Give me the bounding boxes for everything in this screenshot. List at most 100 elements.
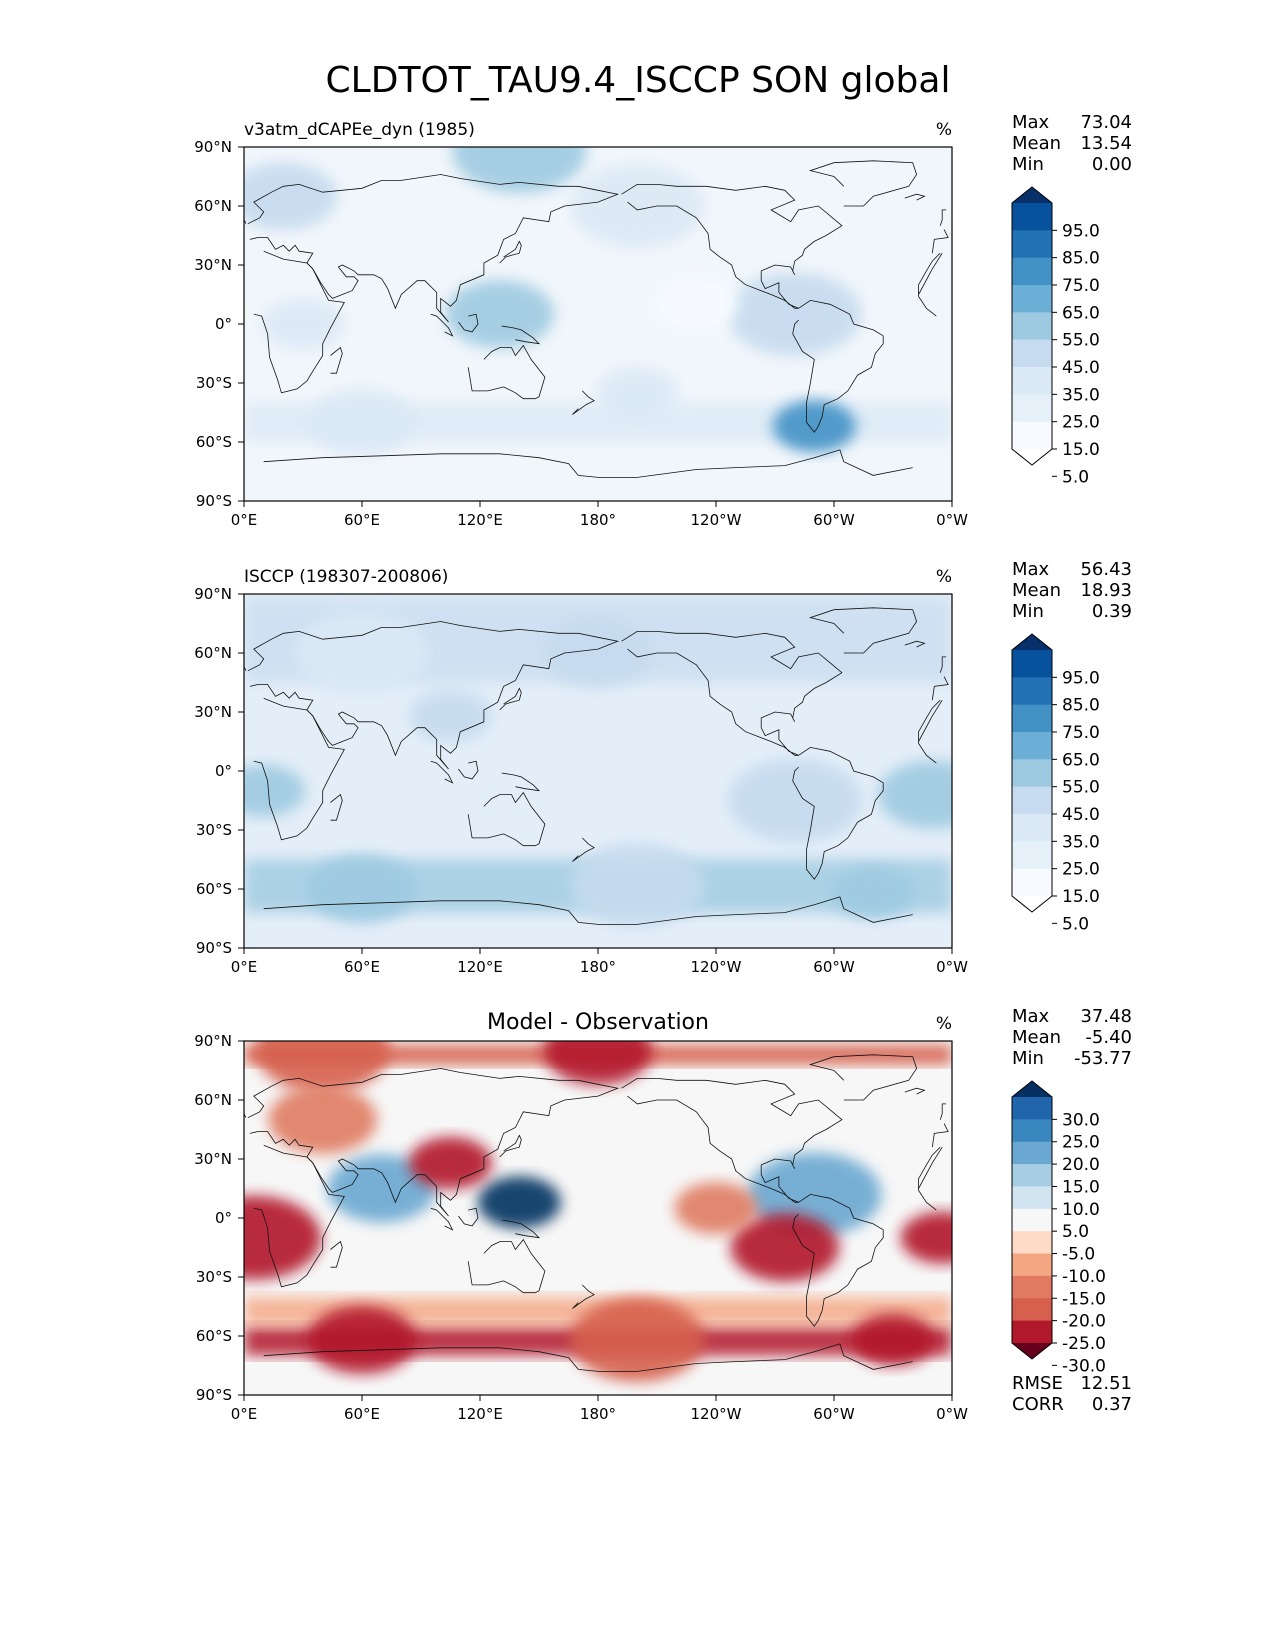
coastline bbox=[330, 346, 343, 374]
stat-value: 56.43 bbox=[1080, 559, 1132, 580]
colorbar-band bbox=[1012, 1275, 1052, 1299]
coastline bbox=[918, 1146, 943, 1189]
map-area bbox=[244, 1041, 952, 1395]
field-anomaly bbox=[570, 164, 705, 248]
coastline bbox=[430, 760, 454, 784]
coastline bbox=[430, 313, 454, 337]
colorbar-label: -30.0 bbox=[1062, 1356, 1106, 1376]
colorbar-band bbox=[1012, 841, 1052, 870]
colorbar-label: 5.0 bbox=[1062, 467, 1089, 487]
colorbar-band bbox=[1012, 650, 1052, 678]
x-tick-label: 60°E bbox=[344, 958, 380, 976]
coastline bbox=[808, 607, 918, 654]
colorbar-label: 5.0 bbox=[1062, 914, 1089, 934]
field-anomaly bbox=[570, 843, 705, 928]
coastline bbox=[501, 325, 541, 345]
stat-label: Max bbox=[1012, 1006, 1050, 1027]
stat-value: 37.48 bbox=[1080, 1006, 1132, 1027]
field-anomaly bbox=[543, 1041, 653, 1085]
colorbar-extend-max bbox=[1012, 634, 1052, 650]
x-tick-label: 120°W bbox=[691, 958, 742, 976]
y-tick-label: 90°N bbox=[194, 1032, 232, 1050]
coastline bbox=[263, 1343, 913, 1372]
field-anomaly bbox=[445, 280, 555, 349]
y-tick-label: 30°S bbox=[196, 1268, 232, 1286]
units-label: % bbox=[936, 120, 952, 140]
coastline bbox=[904, 193, 926, 201]
colorbar-label: -15.0 bbox=[1062, 1289, 1106, 1309]
colorbar-label: 65.0 bbox=[1062, 303, 1100, 323]
colorbar: 30.0 25.020.015.0 10.05.0 -5.0-10.0-15.0 -20… bbox=[1011, 1080, 1106, 1376]
coastline bbox=[904, 1087, 926, 1095]
x-tick-label: 0°E bbox=[231, 1405, 258, 1423]
coastline bbox=[572, 837, 595, 862]
field-anomaly bbox=[244, 764, 306, 817]
field-anomaly bbox=[654, 278, 738, 331]
colorbar-label: 10.0 bbox=[1062, 1200, 1100, 1220]
coastline bbox=[939, 1103, 947, 1120]
colorbar-label: 5.0 bbox=[1062, 1222, 1089, 1242]
colorbar-label: 55.0 bbox=[1062, 331, 1100, 351]
x-tick-label: 0°W bbox=[936, 1405, 968, 1423]
stat-value: 73.04 bbox=[1080, 112, 1132, 133]
colorbar-label: 15.0 bbox=[1062, 440, 1100, 460]
colorbar-band bbox=[1012, 285, 1052, 313]
stat-label: Mean bbox=[1012, 1027, 1061, 1048]
x-tick-label: 120°W bbox=[691, 1405, 742, 1423]
stat-label: Min bbox=[1012, 1048, 1044, 1069]
x-tick-label: 180° bbox=[580, 511, 616, 529]
coastline bbox=[499, 240, 522, 264]
colorbar-label: 95.0 bbox=[1062, 668, 1100, 688]
colorbar-band bbox=[1012, 421, 1052, 450]
field-anomaly bbox=[595, 366, 679, 419]
x-tick-label: 120°E bbox=[457, 511, 503, 529]
field-anomaly bbox=[727, 272, 862, 357]
colorbar-band bbox=[1012, 339, 1052, 368]
y-tick-label: 60°S bbox=[196, 433, 232, 451]
colorbar-label: 55.0 bbox=[1062, 778, 1100, 798]
colorbar-band bbox=[1012, 1141, 1052, 1165]
coastline bbox=[918, 1146, 941, 1211]
colorbar-band bbox=[1012, 1253, 1052, 1277]
field-anomaly bbox=[727, 758, 862, 843]
coastline bbox=[621, 1078, 843, 1203]
colorbar: 95.0 85.0 75.0 65.0 55.0 45.0 35.0 25.0 15.0 5.0 bbox=[1011, 186, 1100, 487]
coastline bbox=[808, 160, 918, 207]
footer-stat-label: CORR bbox=[1012, 1394, 1064, 1415]
field-anomaly bbox=[477, 1176, 561, 1229]
map-panel-1: 0°E 60°E 120°E 180° 120°W 60°W 0°W 90°N 60°N 30°N… bbox=[194, 112, 1132, 529]
x-tick-label: 60°W bbox=[813, 511, 855, 529]
colorbar-band bbox=[1012, 868, 1052, 897]
colorbar-band bbox=[1012, 1186, 1052, 1210]
coastline bbox=[247, 1068, 620, 1217]
x-tick-label: 120°E bbox=[457, 1405, 503, 1423]
units-label: % bbox=[936, 1014, 952, 1034]
y-tick-label: 30°S bbox=[196, 821, 232, 839]
panel-center-title: Model - Observation bbox=[487, 1010, 709, 1035]
field-anomaly bbox=[307, 1305, 417, 1374]
colorbar-label: 30.0 bbox=[1062, 1110, 1100, 1130]
panel-left-title: v3atm_dCAPEe_dyn (1985) bbox=[244, 120, 475, 140]
colorbar-label: -10.0 bbox=[1062, 1267, 1106, 1287]
y-tick-label: 90°S bbox=[196, 939, 232, 957]
colorbar-label: 75.0 bbox=[1062, 276, 1100, 296]
coastline bbox=[621, 631, 843, 756]
field-anomaly bbox=[772, 400, 856, 453]
field-anomaly bbox=[877, 760, 952, 829]
stat-value: 0.00 bbox=[1092, 154, 1132, 175]
y-tick-label: 0° bbox=[215, 762, 232, 780]
coastline bbox=[904, 640, 926, 648]
colorbar-label: -20.0 bbox=[1062, 1312, 1106, 1332]
colorbar-band bbox=[1012, 394, 1052, 423]
colorbar-label: 25.0 bbox=[1062, 1133, 1100, 1153]
colorbar-label: 15.0 bbox=[1062, 1177, 1100, 1197]
coastline bbox=[499, 1134, 522, 1158]
x-tick-label: 120°W bbox=[691, 511, 742, 529]
coastline bbox=[939, 656, 947, 673]
x-tick-label: 60°E bbox=[344, 1405, 380, 1423]
colorbar-band bbox=[1012, 786, 1052, 815]
coastline bbox=[263, 896, 913, 925]
field-anomaly bbox=[261, 298, 345, 350]
x-tick-label: 120°E bbox=[457, 958, 503, 976]
